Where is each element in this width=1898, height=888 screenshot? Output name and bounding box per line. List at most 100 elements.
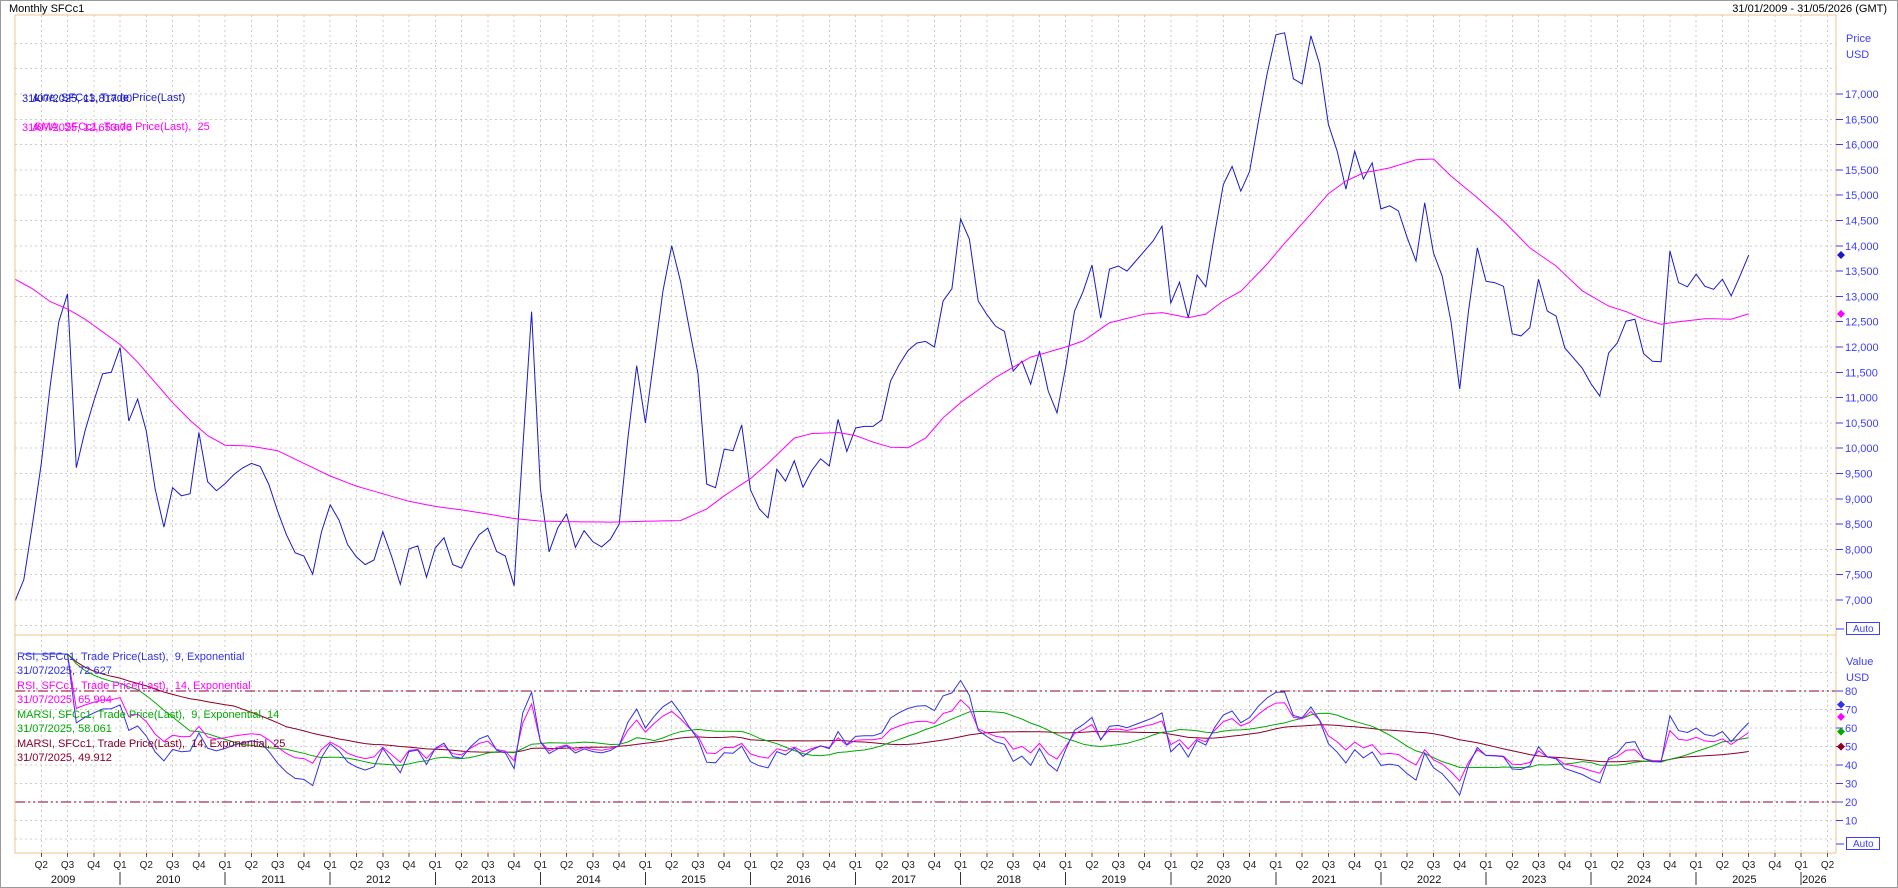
x-axis-quarter-label: Q3: [1637, 860, 1651, 871]
rsi-pane-plot-area[interactable]: [15, 635, 1836, 853]
x-axis-year-label: 2016: [786, 874, 810, 886]
legend-rsi9-value: 31/07/2025, 72.627: [17, 665, 112, 677]
x-axis-quarter-label: Q2: [560, 860, 574, 871]
x-axis-quarter-label: Q1: [429, 860, 443, 871]
x-axis-quarter-label: Q4: [87, 860, 101, 871]
price-auto-scale-button[interactable]: Auto: [1846, 622, 1880, 635]
x-axis-quarter-label: Q4: [1033, 860, 1047, 871]
x-axis-quarter-label: Q2: [875, 860, 889, 871]
price-axis-title: Price: [1846, 33, 1872, 45]
x-axis-quarter-label: Q2: [1611, 860, 1625, 871]
x-axis-quarter-label: Q1: [849, 860, 863, 871]
x-axis-quarter-label: Q3: [586, 860, 600, 871]
value-axis-tick-label: 80: [1845, 686, 1857, 698]
x-axis-year-label: 2018: [997, 874, 1021, 886]
x-axis-quarter-label: Q3: [1007, 860, 1021, 871]
legend-marsi14-value: 31/07/2025, 49.912: [17, 752, 112, 764]
legend-price-line: Line, SFCc1, Trade Price(Last): [22, 79, 185, 118]
x-axis-quarter-label: Q3: [1112, 860, 1126, 871]
x-axis-quarter-label: Q2: [350, 860, 364, 871]
x-axis-quarter-label: Q2: [770, 860, 784, 871]
price-axis-tick-label: 12,500: [1845, 317, 1879, 329]
x-axis-quarter-label: Q1: [1269, 860, 1283, 871]
x-axis-quarter-label: Q2: [140, 860, 154, 871]
x-axis-quarter-label: Q1: [1059, 860, 1073, 871]
price-axis-tick-label: 14,000: [1845, 241, 1879, 253]
price-axis-tick-label: 12,000: [1845, 342, 1879, 354]
x-axis-year-label: 2012: [366, 874, 390, 886]
x-axis-quarter-label: Q4: [402, 860, 416, 871]
price-axis-tick-label: 17,000: [1845, 89, 1879, 101]
last-value-marker: [1837, 700, 1845, 709]
x-axis-year-label: 2009: [51, 874, 75, 886]
x-axis-quarter-label: Q1: [1584, 860, 1598, 871]
x-axis-quarter-label: Q4: [507, 860, 521, 871]
x-axis-quarter-label: Q3: [271, 860, 285, 871]
x-axis-quarter-label: Q3: [61, 860, 75, 871]
price-axis-tick-label: 16,000: [1845, 140, 1879, 152]
rsi-9-line: [23, 653, 1750, 797]
x-axis-quarter-label: Q3: [691, 860, 705, 871]
x-axis-quarter-label: Q2: [1401, 860, 1415, 871]
price-axis-tick-label: 13,000: [1845, 291, 1879, 303]
legend-marsi9-value: 31/07/2025, 58.061: [17, 723, 112, 735]
x-axis-year-label: 2026: [1802, 874, 1826, 886]
marsi-14-25-line: [32, 653, 1749, 763]
x-axis-quarter-label: Q4: [1348, 860, 1362, 871]
legend-marsi14-line: MARSI, SFCc1, Trade Price(Last), 14, Exp…: [17, 738, 286, 750]
x-axis-quarter-label: Q1: [218, 860, 232, 871]
x-axis-quarter-label: Q2: [1716, 860, 1730, 871]
x-axis-quarter-label: Q2: [1295, 860, 1309, 871]
x-axis-year-label: 2015: [681, 874, 705, 886]
x-axis-quarter-label: Q4: [1663, 860, 1677, 871]
x-axis-quarter-label: Q4: [928, 860, 942, 871]
x-axis-quarter-label: Q1: [1689, 860, 1703, 871]
value-axis-title: Value: [1846, 656, 1874, 668]
x-axis-quarter-label: Q2: [455, 860, 469, 871]
sma-25-line: [15, 158, 1749, 523]
x-axis-quarter-label: Q1: [534, 860, 548, 871]
last-value-marker: [1837, 742, 1845, 751]
legend-rsi9-line: RSI, SFCc1, Trade Price(Last), 9, Expone…: [17, 651, 245, 663]
value-auto-scale-button[interactable]: Auto: [1846, 837, 1880, 850]
x-axis-year-label: 2011: [261, 874, 285, 886]
x-axis-quarter-label: Q2: [245, 860, 259, 871]
price-pane-plot-area[interactable]: [15, 15, 1836, 635]
x-axis-year-label: 2019: [1102, 874, 1126, 886]
x-axis-quarter-label: Q3: [1427, 860, 1441, 871]
x-axis-quarter-label: Q4: [823, 860, 837, 871]
value-axis-tick-label: 60: [1845, 723, 1857, 735]
x-axis-year-label: 2025: [1732, 874, 1756, 886]
x-axis-quarter-label: Q1: [1795, 860, 1809, 871]
price-axis-tick-label: 10,000: [1845, 443, 1879, 455]
x-axis-quarter-label: Q3: [481, 860, 495, 871]
date-range-label: 31/01/2009 - 31/05/2026 (GMT): [1732, 3, 1887, 15]
price-axis-tick-label: 14,500: [1845, 216, 1879, 228]
chart-title: Monthly SFCc1: [9, 3, 85, 15]
price-axis-tick-label: 15,000: [1845, 190, 1879, 202]
x-axis-quarter-label: Q1: [324, 860, 338, 871]
x-axis-quarter-label: Q3: [1532, 860, 1546, 871]
x-axis-quarter-label: Q4: [1558, 860, 1572, 871]
legend-sma-value: 31/07/2025, 12,653.76: [22, 122, 133, 134]
price-axis-tick-label: 8,000: [1845, 544, 1873, 556]
x-axis-quarter-label: Q2: [35, 860, 49, 871]
value-axis-tick-label: 50: [1845, 742, 1857, 754]
x-axis-quarter-label: Q3: [376, 860, 390, 871]
legend-rsi14-value: 31/07/2025, 65.994: [17, 694, 112, 706]
x-axis-quarter-label: Q1: [1164, 860, 1178, 871]
x-axis-quarter-label: Q2: [980, 860, 994, 871]
x-axis-quarter-label: Q4: [612, 860, 626, 871]
price-axis-tick-label: 15,500: [1845, 165, 1879, 177]
x-axis-quarter-label: Q4: [1243, 860, 1257, 871]
price-axis-tick-label: 16,500: [1845, 114, 1879, 126]
x-axis-quarter-label: Q2: [1821, 860, 1835, 871]
x-axis-year-label: 2013: [471, 874, 495, 886]
x-axis-year-label: 2017: [891, 874, 915, 886]
value-axis-currency: USD: [1846, 672, 1870, 684]
last-value-marker: [1837, 712, 1845, 721]
x-axis-quarter-label: Q4: [192, 860, 206, 871]
value-axis-tick-label: 10: [1845, 816, 1857, 828]
